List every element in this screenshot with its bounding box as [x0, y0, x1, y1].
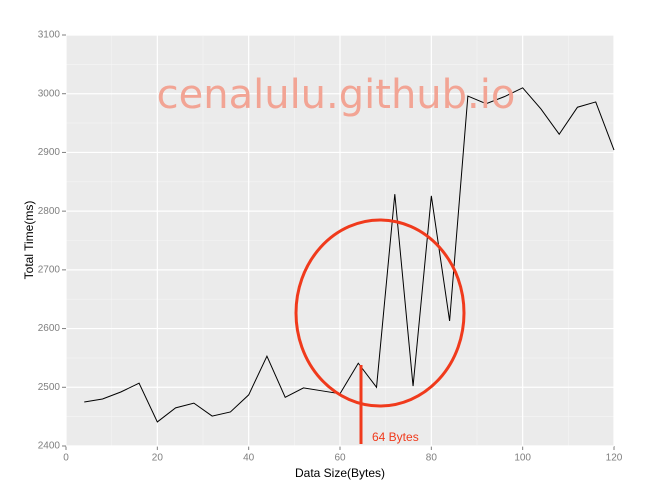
- annotation: 64 Bytes: [372, 430, 419, 444]
- x-tick-label: 120: [606, 453, 623, 464]
- y-tick-label: 3000: [38, 88, 61, 99]
- y-tick-label: 2800: [38, 206, 61, 217]
- watermark: cenalulu.github.io: [157, 72, 516, 118]
- x-tick-label: 0: [63, 453, 69, 464]
- y-tick-label: 2600: [38, 323, 61, 334]
- highlight-circle: [294, 218, 466, 408]
- y-tick-label: 2500: [38, 382, 61, 393]
- y-axis-title: Total Time(ms): [22, 201, 36, 280]
- x-tick-label: 60: [334, 453, 346, 464]
- y-tick-label: 2700: [38, 264, 61, 275]
- data-line: [84, 87, 615, 423]
- y-tick-label: 2900: [38, 147, 61, 158]
- x-tick-label: 20: [152, 453, 164, 464]
- y-tick-label: 2400: [38, 441, 61, 452]
- x-tick-label: 40: [243, 453, 255, 464]
- x-tick-label: 80: [426, 453, 438, 464]
- x-tick-label: 100: [514, 453, 531, 464]
- x-axis-title: Data Size(Bytes): [295, 466, 385, 480]
- y-tick-label: 3100: [38, 30, 61, 41]
